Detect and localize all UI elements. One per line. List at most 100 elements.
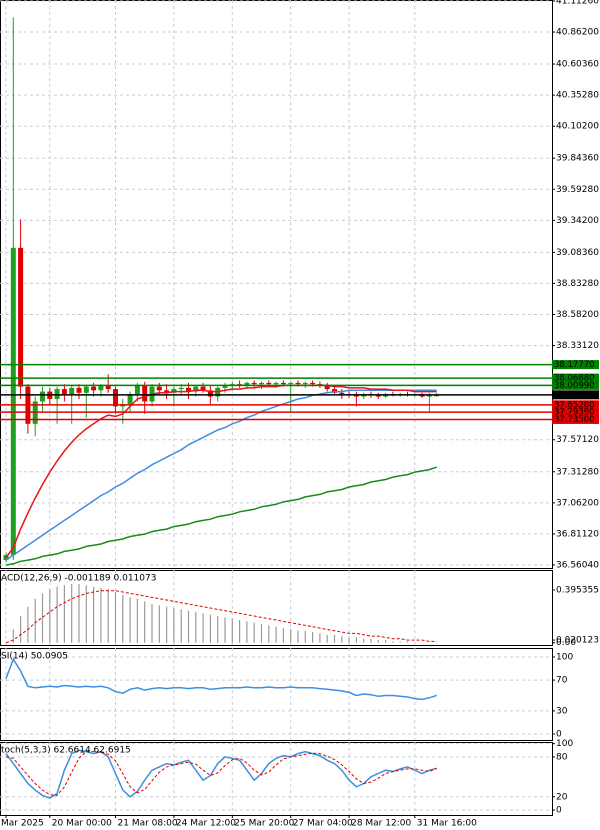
y-tick-label: 39.59280 [556, 185, 599, 195]
price-level-label: 37.73500 [554, 415, 595, 425]
candle-body [76, 387, 82, 393]
price-level-box [552, 390, 599, 400]
panel-title: ACD(12,26,9) -0.001189 0.011073 [1, 574, 156, 584]
candle-body [127, 394, 133, 404]
panel-frame [0, 648, 553, 741]
candle-body [310, 382, 316, 385]
indicator-line [5, 384, 437, 559]
panel-frame [0, 570, 553, 646]
candle-body [259, 382, 264, 385]
price-level-label: 37.85280 [554, 400, 595, 410]
y-tick-label: 0 [556, 729, 562, 739]
indicator-line [5, 466, 437, 566]
y-tick-label: 37.57120 [556, 435, 599, 445]
price-level-label: 38.00990 [554, 381, 595, 391]
y-tick-label: 0.020123 [556, 636, 599, 646]
y-tick-label: 41.11260 [556, 0, 599, 6]
candle-body [280, 382, 286, 385]
candle-body [156, 386, 162, 391]
candle-body [273, 382, 279, 385]
candle-body [434, 395, 440, 397]
candle-body [18, 247, 24, 387]
price-level-box [552, 414, 599, 424]
candle-body [222, 385, 228, 388]
candle-body [375, 395, 381, 397]
y-tick-label: 30 [556, 706, 568, 716]
candle-body [266, 382, 272, 385]
y-tick-label: 37.06200 [556, 498, 599, 508]
candle-body [207, 390, 213, 397]
y-tick-label: 0.00 [556, 638, 576, 648]
candle-body [186, 387, 191, 392]
price-level-label: 37.93350 [554, 390, 595, 400]
price-level-label: 38.17770 [554, 360, 595, 370]
y-tick-label: 39.34200 [556, 216, 599, 226]
y-tick-label: 38.58200 [556, 310, 599, 320]
candle-body [251, 382, 257, 385]
y-tick-label: 0 [556, 806, 562, 816]
indicator-line [5, 657, 437, 701]
candle-body [98, 385, 104, 391]
candle-body [193, 386, 199, 392]
x-tick-label: 20 Mar 00:00 [52, 819, 112, 829]
y-tick-label: 100 [556, 739, 573, 749]
x-tick-label: 25 Mar 20:00 [234, 819, 294, 829]
panel-frame [0, 0, 553, 569]
candle-body [91, 386, 97, 391]
price-level-box [552, 360, 599, 370]
candle-body [54, 389, 60, 400]
panel-frame [0, 742, 553, 816]
candle-body [83, 386, 89, 393]
x-tick-label: 21 Mar 08:00 [118, 819, 178, 829]
candle-body [295, 382, 301, 385]
candle-body [40, 391, 45, 402]
price-level-box [552, 407, 599, 417]
candle-body [10, 247, 16, 556]
candle-body [69, 387, 75, 395]
candle-body [288, 382, 294, 385]
y-tick-label: 36.56040 [556, 560, 599, 570]
panel-title: SI(14) 50.0905 [1, 652, 68, 662]
y-tick-label: 37.31280 [556, 467, 599, 477]
x-tick-label: Mar 2025 [1, 819, 44, 829]
candle-body [142, 385, 148, 402]
y-tick-label: 40.86200 [556, 28, 599, 38]
indicator-line [5, 590, 437, 644]
y-tick-label: 40.35280 [556, 91, 599, 101]
y-tick-label: 38.33120 [556, 341, 599, 351]
candle-body [113, 389, 118, 407]
y-tick-label: 39.08360 [556, 248, 599, 258]
panel-title: toch(5,3,3) 62.6614 62.6915 [1, 746, 131, 756]
price-level-box [552, 373, 599, 383]
candle-body [302, 382, 308, 385]
indicator-line [5, 749, 437, 799]
candle-body [134, 385, 140, 395]
candle-body [426, 395, 432, 397]
y-tick-label: 38.83280 [556, 279, 599, 289]
candle-body [105, 385, 111, 390]
candle-body [200, 386, 206, 391]
x-tick-label: 31 Mar 16:00 [417, 819, 477, 829]
y-tick-label: 39.84360 [556, 154, 599, 164]
price-level-label: 37.79390 [554, 408, 595, 418]
y-tick-label: 20 [556, 792, 568, 802]
candle-body [244, 382, 250, 386]
candle-body [324, 385, 330, 390]
x-tick-label: 28 Mar 12:00 [351, 819, 411, 829]
candle-body [339, 392, 345, 395]
y-tick-label: 36.81120 [556, 529, 599, 539]
price-level-box [552, 400, 599, 410]
candle-body [61, 389, 67, 395]
x-tick-label: 24 Mar 12:00 [176, 819, 236, 829]
y-tick-label: 100 [556, 653, 573, 663]
y-tick-label: 40.10200 [556, 122, 599, 132]
y-tick-label: 70 [556, 676, 568, 686]
price-level-box [552, 380, 599, 390]
y-tick-label: 80 [556, 752, 568, 762]
price-level-label: 38.06880 [554, 374, 595, 384]
indicator-line [5, 389, 437, 561]
x-tick-label: 27 Mar 04:00 [293, 819, 353, 829]
